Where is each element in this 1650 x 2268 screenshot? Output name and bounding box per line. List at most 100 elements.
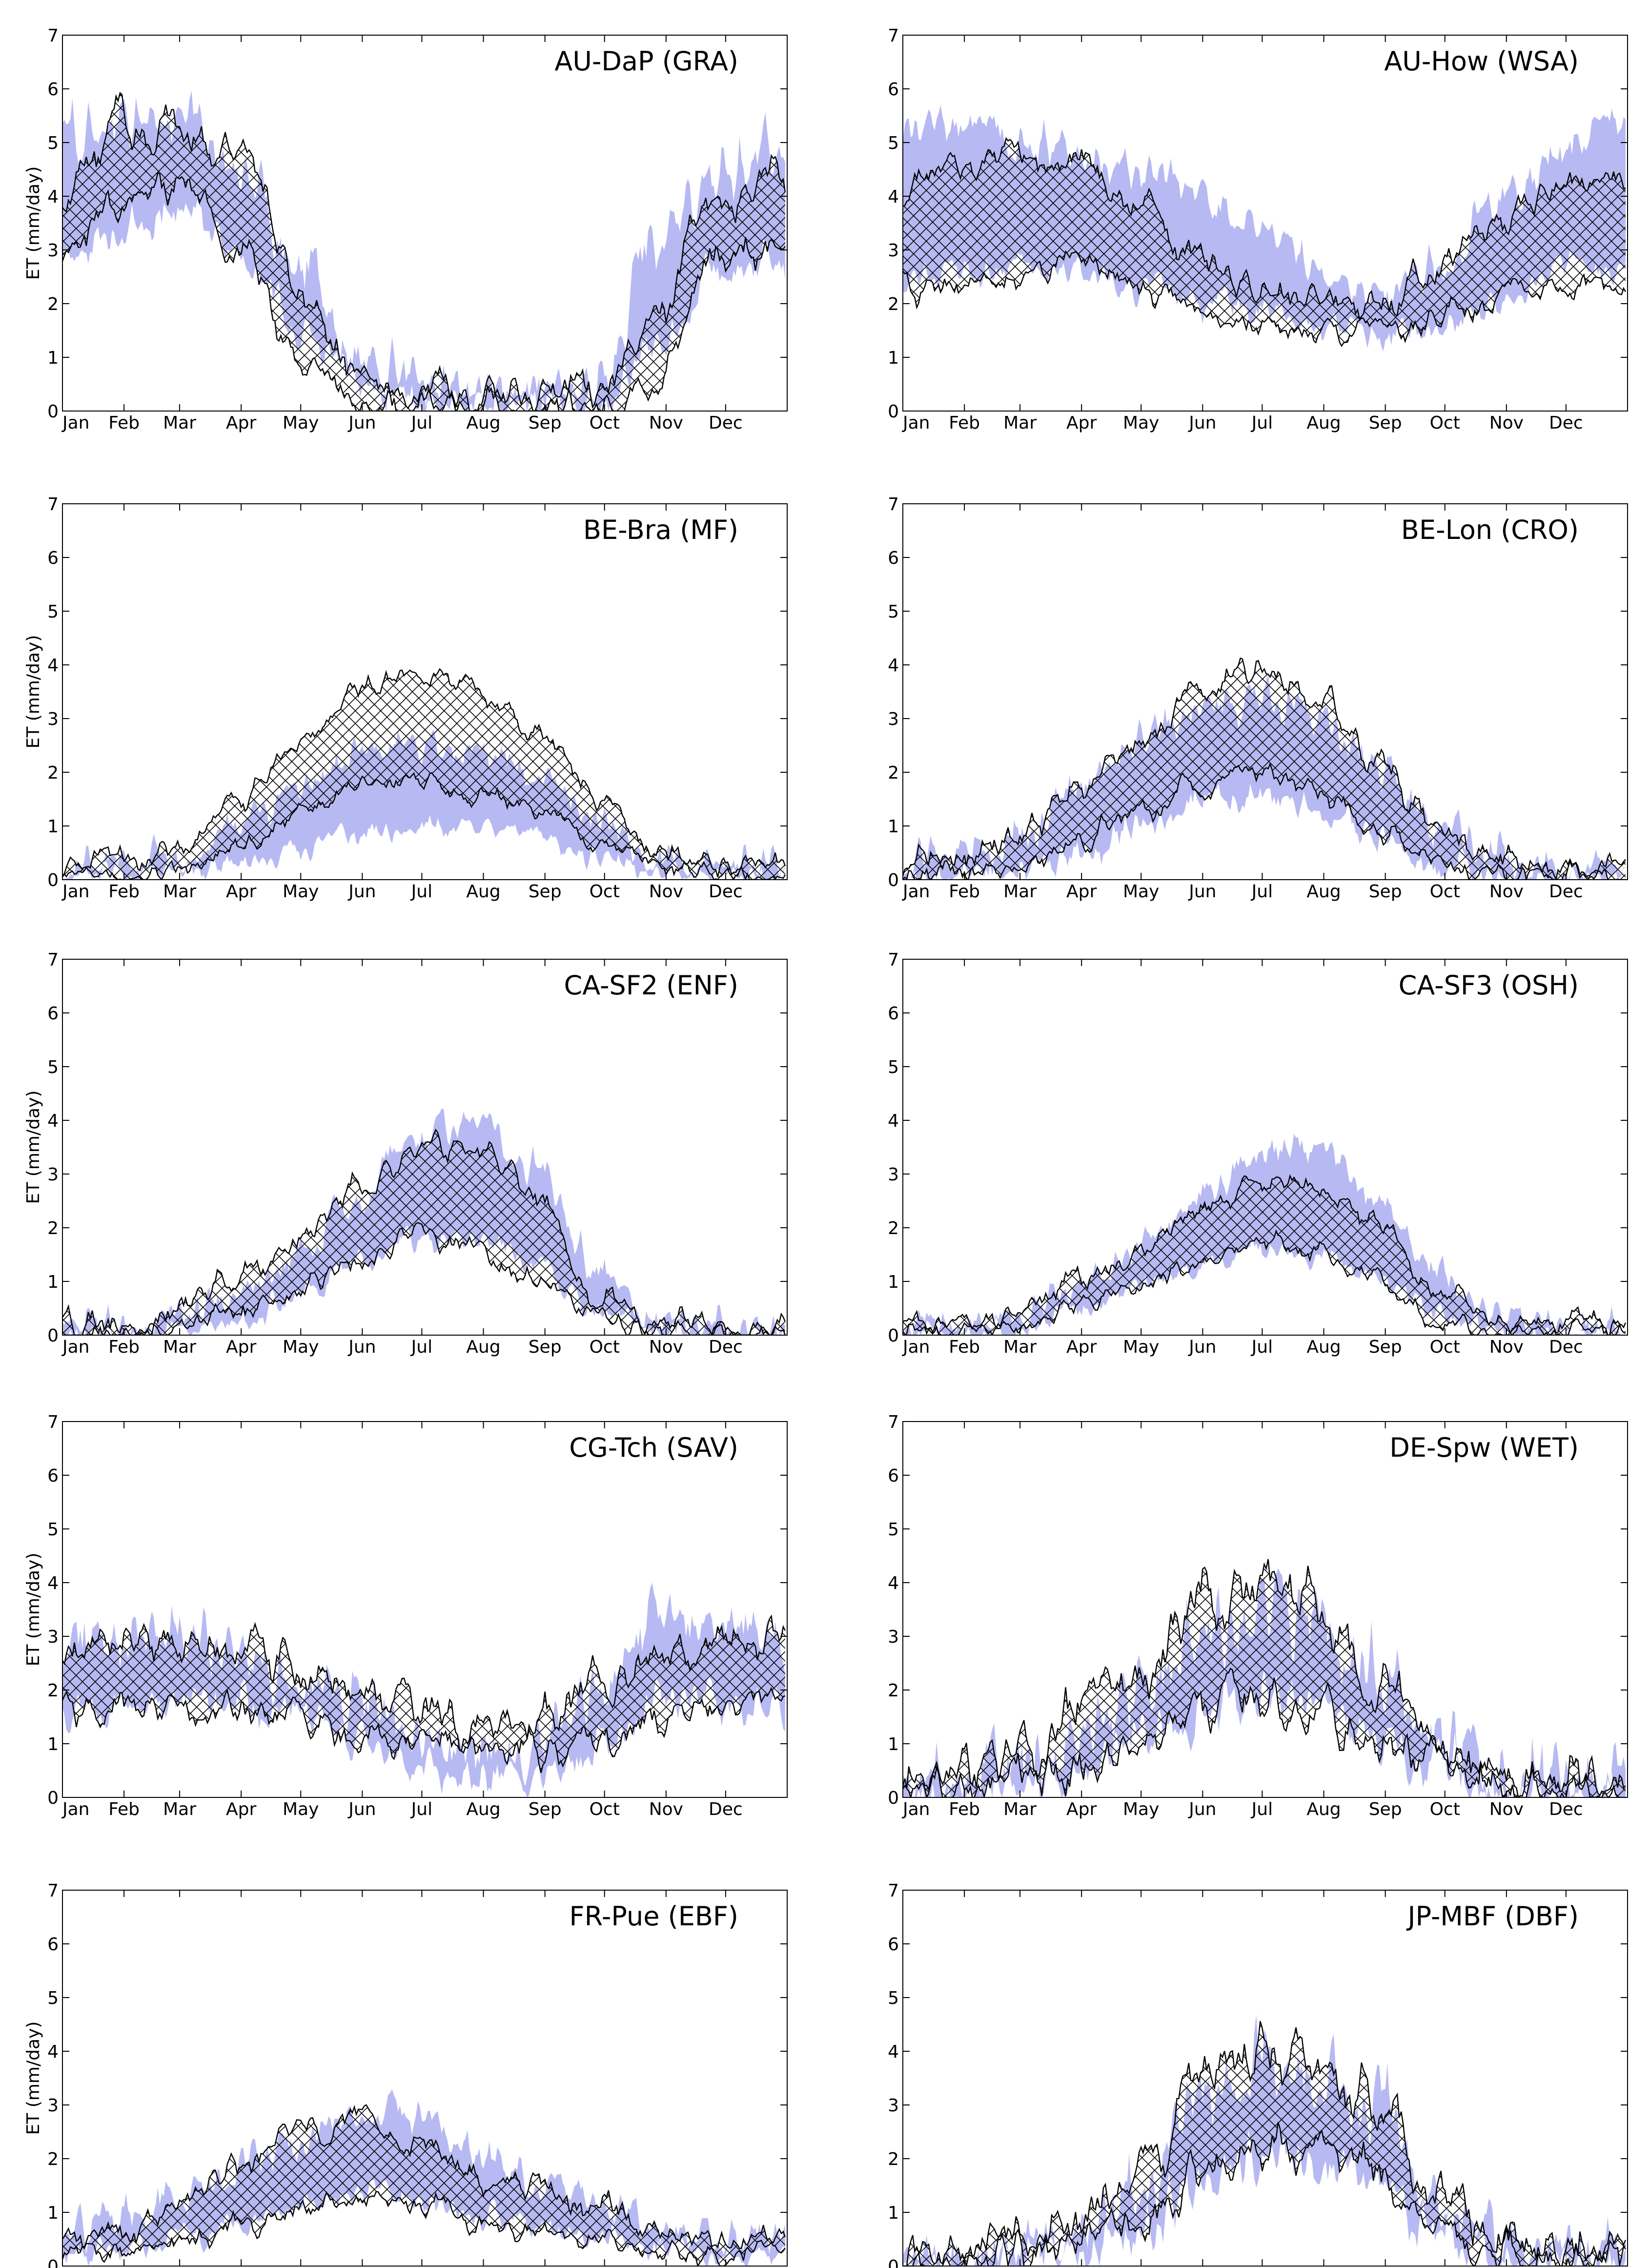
y-tick-label: 3 bbox=[888, 241, 899, 261]
y-tick-label: 0 bbox=[47, 1788, 59, 1808]
x-tick-label: Aug bbox=[1306, 882, 1341, 902]
x-tick-label: Mar bbox=[163, 1337, 196, 1357]
y-tick-label: 5 bbox=[47, 133, 59, 153]
y-tick-label: 1 bbox=[888, 1272, 899, 1292]
axes-frame bbox=[62, 1890, 788, 2267]
y-tick-label: 5 bbox=[888, 1988, 899, 2008]
y-tick-label: 1 bbox=[47, 2203, 59, 2223]
y-tick-label: 1 bbox=[47, 348, 59, 368]
x-tick-label: Dec bbox=[709, 1799, 743, 1819]
x-tick-label: Jun bbox=[347, 882, 376, 902]
obs-band-hatch bbox=[62, 1130, 785, 1335]
x-tick-label: Jul bbox=[410, 1337, 432, 1357]
y-tick-label: 6 bbox=[47, 1466, 59, 1486]
x-tick-label: Dec bbox=[1549, 1337, 1583, 1357]
obs-upper-line bbox=[903, 2021, 1627, 2266]
y-tick-label: 0 bbox=[888, 870, 899, 890]
y-tick-label: 1 bbox=[47, 817, 59, 837]
x-tick-label: Mar bbox=[1003, 1337, 1037, 1357]
y-tick-label: 0 bbox=[888, 402, 899, 422]
x-tick-label: Apr bbox=[1066, 882, 1097, 902]
y-axis-label: ET (mm/day) bbox=[23, 1553, 43, 1667]
y-tick-label: 2 bbox=[47, 1681, 59, 1701]
x-tick-label: Jul bbox=[1251, 882, 1273, 902]
x-tick-label: Jun bbox=[347, 1799, 376, 1819]
panel-title: DE-Spw (WET) bbox=[1389, 1432, 1579, 1463]
obs-band-hatch bbox=[62, 93, 785, 411]
obs-upper-line bbox=[62, 668, 786, 878]
y-tick-label: 1 bbox=[47, 1734, 59, 1754]
x-tick-label: May bbox=[283, 413, 319, 433]
plot-area bbox=[903, 1134, 1627, 1335]
x-tick-label: Aug bbox=[1306, 413, 1341, 433]
panel-4: 0 1 2 3 4 5 6 7 Jan Feb Mar Apr May Jun Jul Aug Sep Oct No… bbox=[888, 495, 1628, 902]
y-tick-label: 1 bbox=[888, 2203, 899, 2223]
x-tick-label: Oct bbox=[1430, 882, 1460, 902]
x-tick-label: Feb bbox=[108, 413, 140, 433]
obs-upper-line bbox=[903, 1174, 1627, 1335]
y-tick-label: 3 bbox=[888, 709, 899, 729]
y-tick-label: 7 bbox=[47, 26, 59, 46]
obs-lower-line bbox=[903, 1229, 1626, 1335]
y-tick-label: 3 bbox=[888, 2096, 899, 2116]
axes-frame bbox=[62, 35, 788, 412]
panel-title: AU-DaP (GRA) bbox=[554, 46, 738, 77]
panel-title: CA-SF3 (OSH) bbox=[1399, 970, 1579, 1001]
panel-title: BE-Bra (MF) bbox=[583, 515, 738, 545]
panel-title: CG-Tch (SAV) bbox=[569, 1432, 738, 1463]
x-tick-label: Sep bbox=[1369, 882, 1402, 902]
x-tick-label: Dec bbox=[709, 413, 743, 433]
x-tick-label: Jan bbox=[902, 882, 930, 902]
y-tick-label: 4 bbox=[888, 1573, 899, 1593]
y-tick-label: 2 bbox=[47, 2149, 59, 2169]
x-tick-label: Oct bbox=[1430, 413, 1460, 433]
obs-lower-line bbox=[62, 1222, 786, 1335]
y-tick-label: 0 bbox=[888, 1788, 899, 1808]
y-tick-label: 3 bbox=[47, 1627, 59, 1647]
plot-area bbox=[62, 2089, 786, 2266]
x-tick-label: Apr bbox=[1066, 1799, 1097, 1819]
plot-area bbox=[62, 90, 786, 411]
panel-8: 0 1 2 3 4 5 6 7 Jan Feb Mar Apr May Jun Jul Aug Sep Oct No… bbox=[888, 1412, 1628, 1819]
x-tick-label: May bbox=[1123, 1337, 1159, 1357]
x-tick-label: Oct bbox=[590, 882, 620, 902]
model-band bbox=[62, 90, 785, 411]
axes-frame bbox=[62, 959, 788, 1336]
y-axis-label: ET (mm/day) bbox=[23, 166, 43, 280]
y-tick-label: 0 bbox=[47, 2257, 59, 2268]
x-tick-label: Apr bbox=[1066, 1337, 1097, 1357]
x-tick-label: Feb bbox=[949, 413, 980, 433]
x-tick-label: Nov bbox=[649, 1337, 683, 1357]
x-tick-label: Aug bbox=[1306, 1337, 1341, 1357]
x-tick-label: Aug bbox=[1306, 1799, 1341, 1819]
x-tick-label: Dec bbox=[1549, 882, 1583, 902]
y-tick-label: 6 bbox=[888, 80, 899, 100]
obs-lower-line bbox=[62, 1687, 786, 1773]
plot-area bbox=[903, 104, 1626, 351]
x-tick-label: Apr bbox=[226, 1799, 256, 1819]
x-tick-label: Feb bbox=[108, 882, 140, 902]
x-tick-label: Sep bbox=[1369, 413, 1402, 433]
y-tick-label: 7 bbox=[47, 1881, 59, 1901]
x-tick-label: Jul bbox=[1251, 1799, 1273, 1819]
panel-title: AU-How (WSA) bbox=[1384, 46, 1579, 77]
x-tick-label: Feb bbox=[949, 1337, 980, 1357]
x-tick-label: Aug bbox=[466, 1799, 500, 1819]
y-tick-label: 6 bbox=[888, 1466, 899, 1486]
y-tick-label: 5 bbox=[888, 1520, 899, 1540]
y-tick-label: 5 bbox=[47, 1057, 59, 1077]
obs-upper-line bbox=[62, 1614, 786, 1751]
x-tick-label: Nov bbox=[649, 882, 683, 902]
y-tick-label: 4 bbox=[47, 2042, 59, 2062]
panel-title: BE-Lon (CRO) bbox=[1401, 515, 1579, 545]
x-tick-label: Apr bbox=[226, 413, 256, 433]
panel-2: 0 1 2 3 4 5 6 7 Jan Feb Mar Apr May Jun Jul Aug Sep Oct No… bbox=[888, 26, 1628, 433]
plot-area bbox=[62, 1108, 786, 1335]
axes-frame bbox=[902, 1890, 1628, 2267]
obs-lower-line bbox=[903, 1668, 1626, 1797]
y-tick-label: 4 bbox=[888, 2042, 899, 2062]
y-axis-label: ET (mm/day) bbox=[23, 2021, 43, 2135]
x-tick-label: Sep bbox=[529, 413, 562, 433]
y-tick-label: 2 bbox=[888, 1218, 899, 1238]
y-tick-label: 3 bbox=[888, 1627, 899, 1647]
